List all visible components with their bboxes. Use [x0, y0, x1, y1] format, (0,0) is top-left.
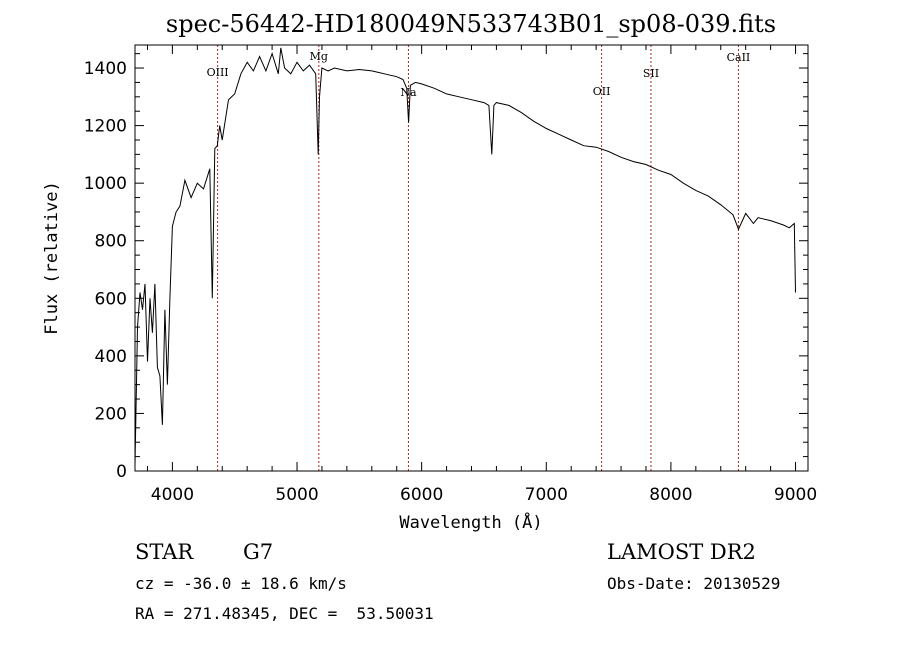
plot-frame: [134, 44, 809, 472]
x-axis-label: Wavelength (Å): [399, 511, 542, 533]
x-tick-label: 8000: [649, 485, 692, 505]
marker-label-mg: Mg: [310, 50, 328, 63]
y-axis-label: Flux (relative): [42, 181, 62, 335]
y-tick-label: 0: [116, 462, 127, 482]
x-tick-label: 7000: [525, 485, 568, 505]
x-tick-label: 5000: [275, 485, 318, 505]
marker-label-caii: CaII: [727, 51, 751, 64]
x-tick-label: 4000: [151, 485, 194, 505]
y-tick-label: 400: [95, 347, 127, 367]
object-subclass: G7: [243, 540, 274, 564]
marker-label-oiii: OIII: [207, 66, 229, 79]
obs-date: Obs-Date: 20130529: [607, 574, 781, 593]
marker-label-sii: SII: [643, 67, 659, 80]
y-tick-label: 1400: [84, 59, 127, 79]
y-tick-label: 200: [95, 404, 127, 424]
object-class: STAR: [135, 540, 194, 564]
survey-name: LAMOST DR2: [607, 540, 756, 564]
redshift-line: cz = -36.0 ± 18.6 km/s: [135, 574, 347, 593]
axis-ticks: 4000 5000 6000 7000 8000 9000 0 200 400 600 800 100…: [84, 45, 817, 505]
y-tick-label: 600: [95, 289, 127, 309]
marker-label-na: Na: [400, 86, 417, 99]
coordinates: RA = 271.48345, DEC = 53.50031: [135, 604, 434, 623]
y-tick-label: 1200: [84, 117, 127, 137]
marker-label-oii: OII: [593, 85, 611, 98]
y-tick-label: 1000: [84, 174, 127, 194]
x-tick-label: 9000: [774, 485, 817, 505]
x-tick-label: 6000: [400, 485, 443, 505]
spectral-line-markers: OIII Mg Na OII SII CaII: [207, 45, 751, 471]
spectrum-line: [134, 47, 796, 466]
y-tick-label: 800: [95, 232, 127, 252]
chart-title: spec-56442-HD180049N533743B01_sp08-039.f…: [166, 10, 776, 38]
